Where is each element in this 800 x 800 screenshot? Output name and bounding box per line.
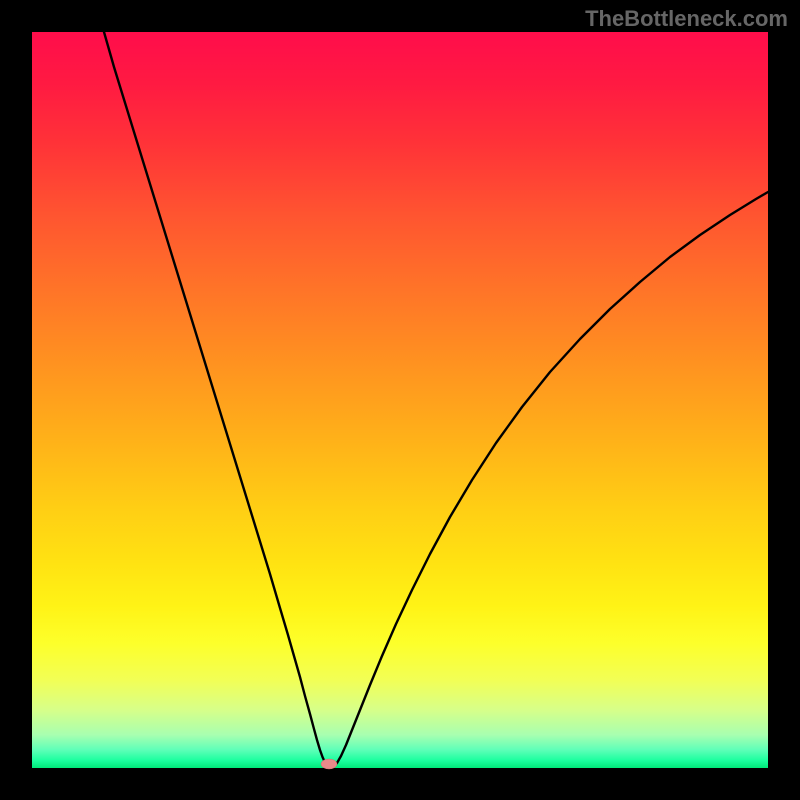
watermark-label: TheBottleneck.com bbox=[585, 6, 788, 32]
chart-svg bbox=[0, 0, 800, 800]
chart-container: TheBottleneck.com bbox=[0, 0, 800, 800]
plot-background bbox=[32, 32, 768, 768]
optimum-marker bbox=[321, 759, 337, 769]
